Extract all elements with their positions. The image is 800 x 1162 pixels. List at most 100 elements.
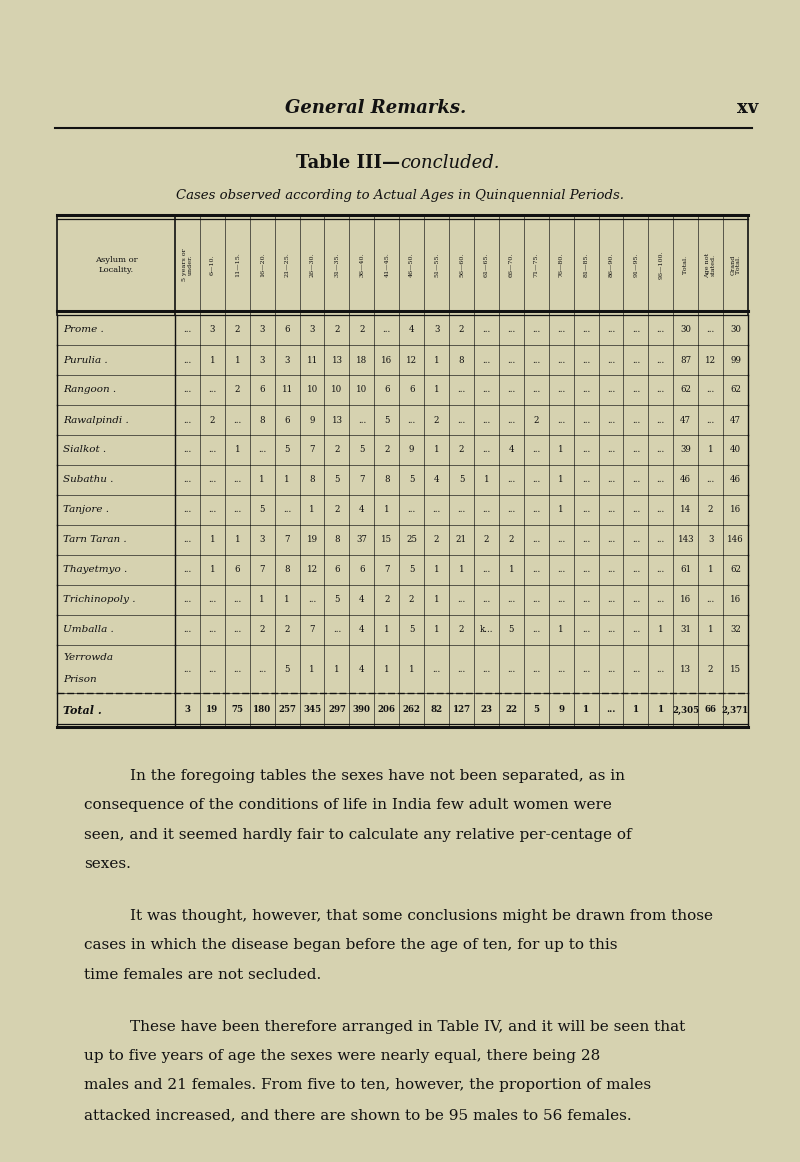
Text: 2: 2	[234, 325, 240, 335]
Text: 61: 61	[680, 566, 691, 574]
Text: 6: 6	[359, 566, 365, 574]
Text: ...: ...	[632, 595, 640, 604]
Text: ...: ...	[557, 356, 566, 365]
Text: 9: 9	[558, 705, 564, 715]
Text: ...: ...	[208, 475, 217, 485]
Text: 345: 345	[303, 705, 321, 715]
Text: ...: ...	[582, 595, 590, 604]
Text: 5: 5	[409, 475, 414, 485]
Text: ...: ...	[632, 625, 640, 634]
Text: 180: 180	[253, 705, 271, 715]
Text: ...: ...	[358, 416, 366, 424]
Text: ...: ...	[183, 475, 191, 485]
Text: ...: ...	[507, 386, 515, 395]
Text: cases in which the disease began before the age of ten, for up to this: cases in which the disease began before …	[84, 939, 618, 953]
Text: ...: ...	[532, 566, 540, 574]
Text: 32: 32	[730, 625, 741, 634]
Text: 1: 1	[434, 386, 439, 395]
Text: 15: 15	[381, 536, 392, 545]
Text: ...: ...	[706, 595, 714, 604]
Text: 91—95.: 91—95.	[634, 253, 638, 278]
Text: ...: ...	[582, 445, 590, 454]
Text: 1: 1	[310, 665, 315, 674]
Text: ...: ...	[233, 416, 242, 424]
Text: 47: 47	[680, 416, 691, 424]
Text: 6—10.: 6—10.	[210, 254, 215, 275]
Text: ...: ...	[183, 566, 191, 574]
Text: ...: ...	[632, 386, 640, 395]
Text: 1: 1	[234, 356, 240, 365]
Text: 19: 19	[306, 536, 318, 545]
Text: 16: 16	[680, 595, 691, 604]
Text: 6: 6	[334, 566, 340, 574]
Text: 1: 1	[210, 356, 215, 365]
Text: 3: 3	[259, 536, 265, 545]
Text: 76—80.: 76—80.	[558, 253, 564, 278]
Text: Table III—: Table III—	[296, 155, 400, 172]
Text: 30: 30	[730, 325, 741, 335]
Text: 5: 5	[334, 475, 340, 485]
Text: Prome .: Prome .	[63, 325, 104, 335]
Text: Yerrowda: Yerrowda	[63, 653, 113, 661]
Text: 6: 6	[234, 566, 240, 574]
Text: ...: ...	[233, 595, 242, 604]
Text: 37: 37	[357, 536, 367, 545]
Text: 10: 10	[331, 386, 342, 395]
Text: 46: 46	[680, 475, 691, 485]
Text: xv: xv	[738, 99, 758, 117]
Text: 1: 1	[558, 505, 564, 515]
Text: ...: ...	[582, 475, 590, 485]
Text: 1: 1	[384, 625, 390, 634]
Text: 22: 22	[506, 705, 518, 715]
Text: ...: ...	[407, 416, 416, 424]
Text: seen, and it seemed hardly fair to calculate any relative per-centage of: seen, and it seemed hardly fair to calcu…	[84, 829, 632, 842]
Text: 8: 8	[284, 566, 290, 574]
Text: ...: ...	[657, 325, 665, 335]
Text: ...: ...	[582, 416, 590, 424]
Text: ...: ...	[208, 386, 217, 395]
Text: 1: 1	[558, 445, 564, 454]
Text: It was thought, however, that some conclusions might be drawn from those: It was thought, however, that some concl…	[130, 909, 713, 923]
Text: ...: ...	[458, 595, 466, 604]
Text: 1: 1	[633, 705, 639, 715]
Text: Total .: Total .	[63, 704, 102, 716]
Text: ...: ...	[382, 325, 391, 335]
Text: ...: ...	[557, 325, 566, 335]
Text: Cases observed according to Actual Ages in Quinquennial Periods.: Cases observed according to Actual Ages …	[176, 189, 624, 202]
Text: 2: 2	[434, 416, 439, 424]
Text: 12: 12	[406, 356, 418, 365]
Text: 47: 47	[730, 416, 741, 424]
Text: ...: ...	[532, 625, 540, 634]
Text: ...: ...	[582, 625, 590, 634]
Text: 86—90.: 86—90.	[609, 253, 614, 278]
Text: 1: 1	[458, 566, 464, 574]
Text: ...: ...	[607, 505, 615, 515]
Text: ...: ...	[208, 595, 217, 604]
Text: Total.: Total.	[683, 256, 688, 274]
Text: 262: 262	[402, 705, 421, 715]
Text: ...: ...	[582, 325, 590, 335]
Text: ...: ...	[507, 416, 515, 424]
Text: 1: 1	[434, 625, 439, 634]
Text: 36—40.: 36—40.	[359, 253, 364, 278]
Text: 39: 39	[680, 445, 691, 454]
Text: 66—70.: 66—70.	[509, 253, 514, 278]
Text: 16: 16	[381, 356, 392, 365]
Text: 30: 30	[680, 325, 691, 335]
Text: 2: 2	[708, 665, 714, 674]
Text: 13: 13	[331, 356, 342, 365]
Text: 6: 6	[384, 386, 390, 395]
Text: 5: 5	[384, 416, 390, 424]
Text: ...: ...	[657, 445, 665, 454]
Text: 12: 12	[705, 356, 716, 365]
Text: time females are not secluded.: time females are not secluded.	[84, 968, 322, 982]
Text: 4: 4	[359, 595, 365, 604]
Text: 5: 5	[284, 445, 290, 454]
Text: ...: ...	[607, 325, 615, 335]
Text: Subathu .: Subathu .	[63, 475, 114, 485]
Text: ...: ...	[706, 416, 714, 424]
Text: 2: 2	[458, 625, 464, 634]
Text: ...: ...	[706, 386, 714, 395]
Text: 56—60.: 56—60.	[459, 253, 464, 278]
Text: 6: 6	[409, 386, 414, 395]
